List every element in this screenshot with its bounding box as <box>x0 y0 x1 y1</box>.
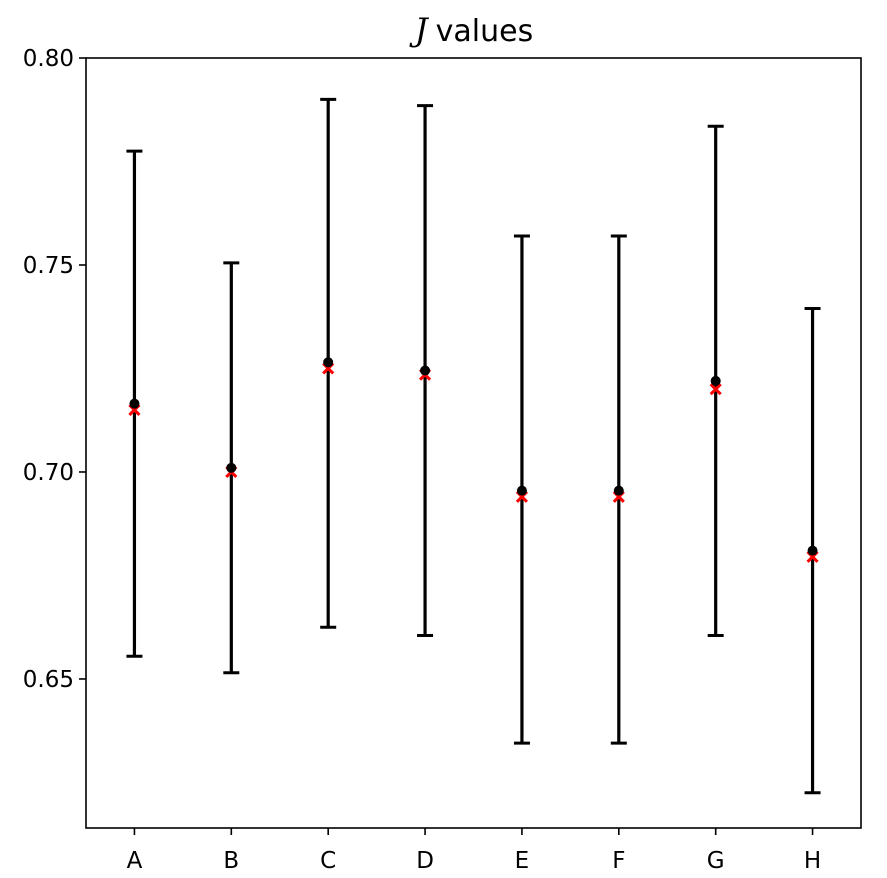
x-tick-label: A <box>127 848 143 874</box>
title-text: values <box>436 14 534 49</box>
plot-marks: 0.65 0.70 0.75 0.80 A B C D E F G H <box>23 46 821 874</box>
data-point <box>613 485 624 496</box>
x-tick-label: D <box>416 848 434 874</box>
data-point <box>323 357 334 368</box>
x-marker <box>709 383 722 396</box>
y-tick-label: 0.65 <box>23 667 74 693</box>
data-point <box>516 485 527 496</box>
data-point <box>226 462 237 473</box>
data-point <box>807 545 818 556</box>
x-tick-label: C <box>320 848 336 874</box>
y-tick-label: 0.70 <box>23 460 74 486</box>
x-tick-label: H <box>804 848 821 874</box>
plot-frame <box>85 57 862 829</box>
x-tick-label: F <box>612 848 625 874</box>
x-tick-label: G <box>707 848 725 874</box>
y-tick-label: 0.75 <box>23 253 74 279</box>
data-point <box>710 375 721 386</box>
title-symbol: J <box>409 11 430 49</box>
data-point <box>420 365 431 376</box>
data-point <box>129 398 140 409</box>
x-tick-label: B <box>223 848 239 874</box>
y-tick-label: 0.80 <box>23 46 74 72</box>
x-tick-label: E <box>515 848 530 874</box>
